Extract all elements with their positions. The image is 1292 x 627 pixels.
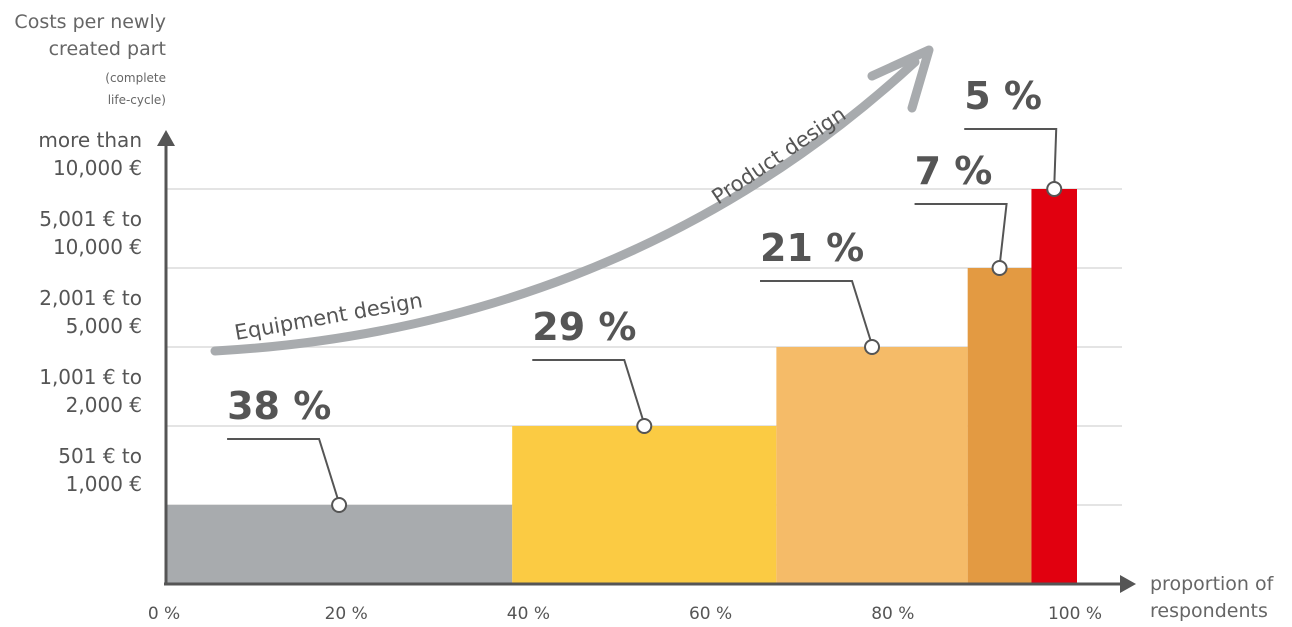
callout-leader [914,203,1008,267]
x-axis-title-line-2: respondents [1150,600,1268,622]
y-axis-arrow-icon [157,130,175,146]
x-axis-title-line-1: proportion of [1150,573,1275,595]
y-axis-subtitle-line-2: life-cycle) [108,93,166,107]
data-label: 38 % [227,384,331,428]
x-tick-labels: 0 % 20 % 40 % 60 % 80 % 100 % [148,604,1102,624]
bar [166,505,513,584]
bar [967,268,1032,584]
y-category-label: 5,001 € to [39,207,142,231]
y-axis-title-line-1: Costs per newly [14,11,166,33]
x-tick-label: 80 % [871,604,914,624]
callout-marker [331,497,348,513]
y-axis-title-line-2: created part [49,38,166,60]
callout-leader [964,128,1058,188]
callout-leader [760,280,873,346]
data-label: 7 % [915,149,993,193]
trend-arrow-curve [210,57,920,356]
callout-marker [636,418,653,434]
y-category-label: 1,000 € [66,472,142,496]
y-axis-title: Costs per newly created part (complete l… [14,11,166,107]
y-category-label: 1,001 € to [39,365,142,389]
x-tick-label: 100 % [1048,604,1102,624]
x-tick-label: 20 % [325,604,368,624]
y-category-label: 501 € to [58,444,142,468]
x-tick-label: 0 % [148,604,180,624]
callout-leader [227,438,341,504]
y-category-labels: 501 € to 1,000 € 1,001 € to 2,000 € 2,001 € … [38,128,142,496]
callout-marker [1046,181,1063,197]
y-category-label: 5,000 € [66,314,142,338]
callout-marker [864,339,881,355]
y-axis-subtitle-line-1: (complete [105,71,166,85]
bars [166,189,1077,584]
bar [1031,189,1077,584]
axes [157,130,1136,593]
y-category-label: 2,001 € to [39,286,142,310]
trend-arrow-head-icon [867,45,934,113]
y-category-label: more than [38,128,142,152]
callout-marker [991,260,1008,276]
bar [776,347,968,584]
y-category-label: 10,000 € [53,156,142,180]
x-tick-label: 40 % [507,604,550,624]
share-callouts: 38 % 29 % 21 % 7 % 5 % [227,74,1063,513]
y-category-label: 2,000 € [66,393,142,417]
callout-leader [532,359,646,425]
data-label: 21 % [760,226,864,270]
bar [512,426,777,584]
x-axis-arrow-icon [1120,575,1136,593]
data-label: 5 % [964,74,1042,118]
data-label: 29 % [532,305,636,349]
annotation-product-design: Product design [707,102,850,209]
x-axis-title: proportion of respondents [1150,573,1275,622]
x-tick-label: 60 % [689,604,732,624]
y-category-label: 10,000 € [53,235,142,259]
